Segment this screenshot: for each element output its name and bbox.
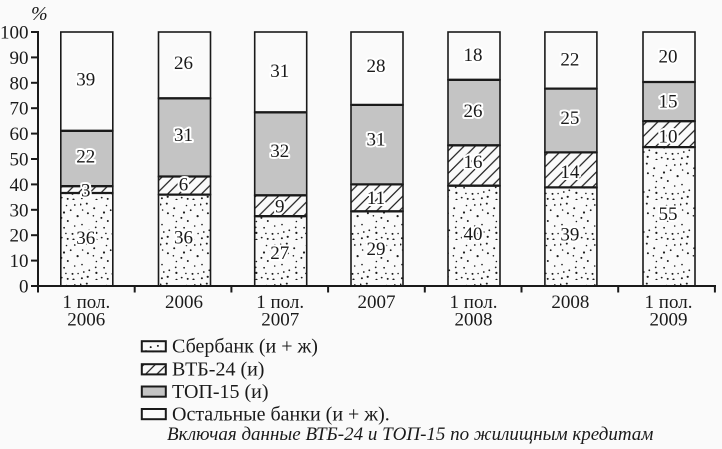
svg-text:2008: 2008 — [551, 292, 589, 313]
svg-text:0: 0 — [19, 277, 29, 298]
svg-text:27: 27 — [270, 243, 289, 264]
svg-text:10: 10 — [659, 127, 678, 148]
svg-text:39: 39 — [76, 69, 95, 90]
svg-text:2006: 2006 — [67, 309, 105, 330]
svg-text:10: 10 — [10, 251, 29, 272]
svg-text:16: 16 — [464, 152, 483, 173]
svg-text:11: 11 — [367, 188, 385, 209]
svg-text:9: 9 — [275, 197, 285, 218]
svg-text:50: 50 — [10, 150, 29, 171]
svg-text:31: 31 — [174, 125, 193, 146]
svg-text:2007: 2007 — [261, 309, 299, 330]
svg-text:2009: 2009 — [650, 309, 688, 330]
svg-text:ТОП-15 (и): ТОП-15 (и) — [172, 381, 269, 403]
svg-text:25: 25 — [560, 108, 579, 129]
svg-text:ВТБ-24 (и): ВТБ-24 (и) — [172, 359, 264, 381]
svg-text:22: 22 — [76, 147, 95, 168]
svg-text:%: % — [31, 3, 48, 25]
svg-text:18: 18 — [464, 45, 483, 66]
svg-text:31: 31 — [270, 61, 289, 82]
svg-text:31: 31 — [367, 130, 386, 151]
svg-text:1 пол.: 1 пол. — [645, 292, 693, 313]
svg-text:26: 26 — [464, 101, 483, 122]
svg-text:1 пол.: 1 пол. — [62, 292, 110, 313]
svg-text:32: 32 — [270, 141, 289, 162]
svg-text:2008: 2008 — [455, 309, 493, 330]
svg-text:26: 26 — [174, 53, 193, 74]
svg-text:40: 40 — [10, 175, 29, 196]
svg-text:30: 30 — [10, 200, 29, 221]
svg-text:Остальные банки (и + ж).: Остальные банки (и + ж). — [172, 403, 390, 425]
svg-text:90: 90 — [10, 48, 29, 69]
svg-text:Включая данные ВТБ-24 и ТОП-15: Включая данные ВТБ-24 и ТОП-15 по жилищн… — [167, 424, 653, 445]
svg-text:6: 6 — [179, 174, 189, 195]
svg-text:20: 20 — [659, 46, 678, 67]
svg-text:28: 28 — [367, 56, 386, 77]
svg-text:40: 40 — [464, 224, 483, 245]
svg-text:2006: 2006 — [165, 292, 203, 313]
svg-text:36: 36 — [76, 228, 95, 249]
svg-text:20: 20 — [10, 226, 29, 247]
svg-text:15: 15 — [659, 91, 678, 112]
svg-text:39: 39 — [560, 224, 579, 245]
svg-text:2007: 2007 — [358, 292, 396, 313]
svg-text:80: 80 — [10, 73, 29, 94]
svg-text:22: 22 — [560, 49, 579, 70]
svg-text:70: 70 — [10, 99, 29, 120]
svg-text:100: 100 — [0, 23, 29, 44]
svg-text:14: 14 — [560, 162, 580, 183]
svg-text:55: 55 — [659, 204, 678, 225]
svg-text:Сбербанк (и + ж): Сбербанк (и + ж) — [172, 336, 318, 358]
svg-text:36: 36 — [174, 227, 193, 248]
svg-text:29: 29 — [367, 239, 386, 260]
svg-text:1 пол.: 1 пол. — [450, 292, 498, 313]
svg-text:3: 3 — [81, 180, 91, 201]
svg-text:60: 60 — [10, 124, 29, 145]
svg-text:1 пол.: 1 пол. — [256, 292, 304, 313]
